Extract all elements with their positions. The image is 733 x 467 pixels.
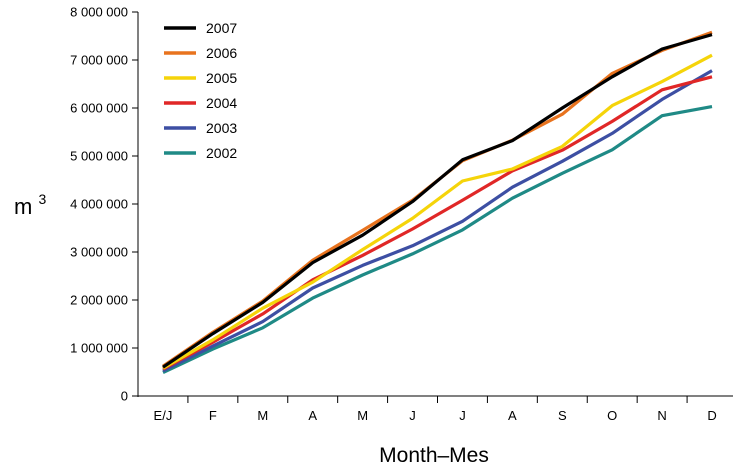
legend: 2007 2006 2005 2004 2003 2002 xyxy=(164,20,237,161)
legend-label-2006: 2006 xyxy=(206,45,237,61)
y-axis-title-superscript: 3 xyxy=(38,191,46,207)
axes: 0 1 000 000 2 000 000 3 000 000 4 000 000 5 0… xyxy=(70,5,733,423)
series-line-2002 xyxy=(162,105,713,374)
y-tick-label: 2 000 000 xyxy=(70,293,128,308)
x-tick-label: A xyxy=(508,408,517,423)
legend-label-2004: 2004 xyxy=(206,95,237,111)
legend-label-2003: 2003 xyxy=(206,120,237,136)
x-tick-label: J xyxy=(409,408,416,423)
series-lines xyxy=(162,30,713,374)
y-tick-label: 8 000 000 xyxy=(70,5,128,20)
x-tick-label: F xyxy=(209,408,217,423)
x-tick-label: N xyxy=(657,408,666,423)
x-tick-label: D xyxy=(707,408,716,423)
x-axis-title: Month–Mes xyxy=(379,444,489,467)
x-tick-label: J xyxy=(459,408,466,423)
y-tick-label: 3 000 000 xyxy=(70,245,128,260)
x-tick-label: A xyxy=(308,408,317,423)
x-tick-label: E/J xyxy=(154,408,173,423)
y-tick-label: 1 000 000 xyxy=(70,341,128,356)
series-line-2005 xyxy=(162,53,713,370)
y-tick-label: 6 000 000 xyxy=(70,101,128,116)
legend-label-2007: 2007 xyxy=(206,20,237,36)
y-tick-label: 5 000 000 xyxy=(70,149,128,164)
series-line-2004 xyxy=(162,75,713,371)
y-axis-title: m 3 xyxy=(14,191,46,219)
x-tick-label: O xyxy=(607,408,617,423)
y-tick-label: 0 xyxy=(121,389,128,404)
legend-label-2005: 2005 xyxy=(206,70,237,86)
x-tick-label: M xyxy=(357,408,368,423)
series-line-2007 xyxy=(162,33,713,369)
series-line-2003 xyxy=(162,69,713,373)
x-tick-label: S xyxy=(558,408,567,423)
y-axis-title-text: m xyxy=(14,194,32,219)
y-tick-label: 4 000 000 xyxy=(70,197,128,212)
legend-label-2002: 2002 xyxy=(206,145,237,161)
x-tick-label: M xyxy=(257,408,268,423)
y-tick-label: 7 000 000 xyxy=(70,53,128,68)
